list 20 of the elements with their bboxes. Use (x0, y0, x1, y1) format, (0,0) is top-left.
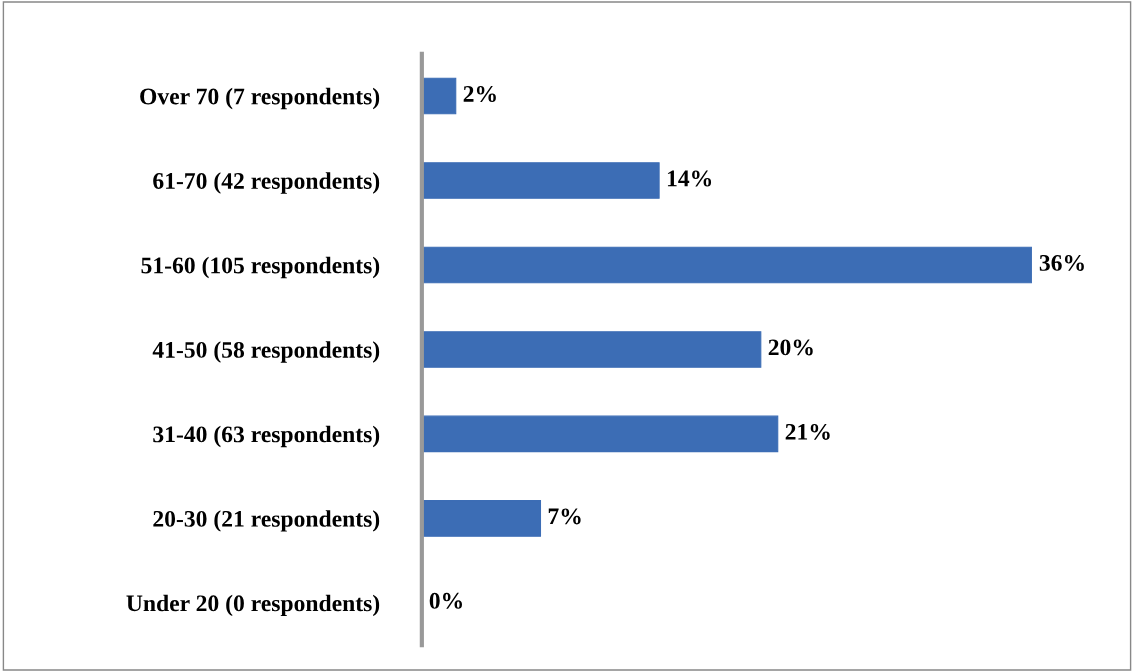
bar (421, 77, 457, 115)
y-tick-label: Over 70 (7 respondents) (140, 87, 380, 110)
y-tick-label: 31-40 (63 respondents) (153, 425, 380, 448)
bar (421, 331, 762, 368)
data-label: 21% (785, 423, 830, 440)
y-tick-label: 41-50 (58 respondents) (152, 341, 380, 363)
data-label: 2% (463, 85, 496, 102)
y-tick-label: 51-60 (105 respondents) (141, 256, 380, 279)
data-label: 14% (667, 170, 712, 187)
bar (421, 500, 542, 537)
y-tick-label: 20-30 (21 respondents) (153, 510, 380, 532)
data-label: 0% (429, 592, 462, 609)
data-label: 20% (768, 339, 813, 356)
bar (421, 246, 1032, 284)
y-tick-label: Under 20 (0 respondents) (126, 594, 380, 617)
data-label: 7% (548, 508, 581, 525)
bar (421, 162, 660, 199)
data-label: 36% (1039, 254, 1084, 271)
y-tick-label: 61-70 (42 respondents) (153, 172, 380, 194)
bar (421, 415, 779, 453)
